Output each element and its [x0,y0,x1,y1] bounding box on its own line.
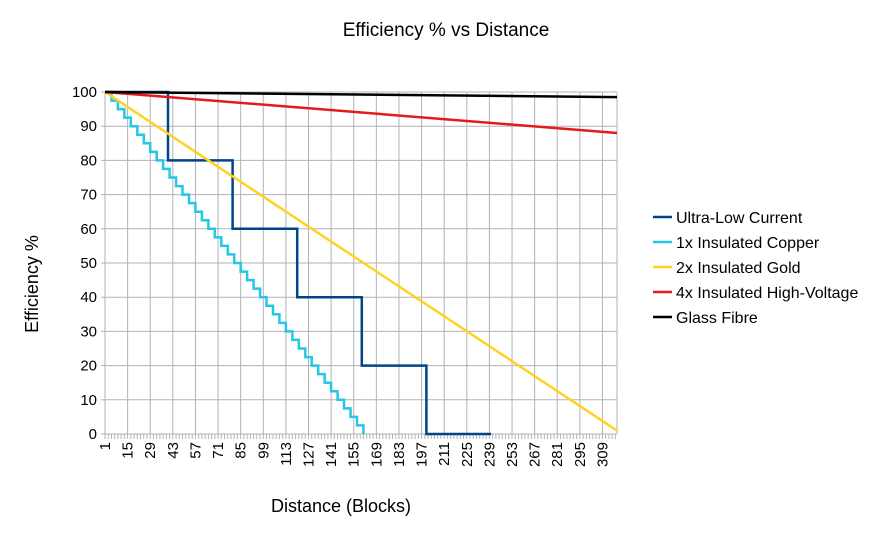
y-tick-label-100: 100 [72,84,97,101]
x-tick-label-99: 99 [255,442,272,459]
series-line-glass-fibre [104,90,618,99]
y-tick-label-90: 90 [80,118,97,135]
legend-label-4: Glass Fibre [676,310,758,327]
y-tick-label-20: 20 [80,358,97,375]
legend-label-1: 1x Insulated Copper [676,235,820,252]
series-line-ultra-low-current [105,90,491,436]
x-axis-label: Distance (Blocks) [271,496,411,516]
x-tick-label-71: 71 [210,442,227,459]
y-tick-label-80: 80 [80,152,97,169]
legend-label-0: Ultra-Low Current [676,210,803,227]
x-tick-label-253: 253 [504,442,521,467]
x-tick-label-1: 1 [97,442,114,450]
x-tick-label-85: 85 [233,442,250,459]
x-tick-label-57: 57 [187,442,204,459]
legend: Ultra-Low Current 1x Insulated Copper 2x I… [653,210,858,327]
x-tick-label-127: 127 [301,442,318,467]
x-tick-label-295: 295 [572,442,589,467]
x-tick-label-113: 113 [278,442,295,466]
legend-label-3: 4x Insulated High-Voltage [676,285,858,302]
x-tick-label-43: 43 [165,442,182,459]
legend-label-2: 2x Insulated Gold [676,260,801,277]
x-tick-label-155: 155 [346,442,363,467]
x-tick-label-239: 239 [481,442,498,467]
x-tick-label-183: 183 [391,442,408,467]
x-tick-label-169: 169 [368,442,385,467]
x-tick-label-267: 267 [527,442,544,467]
x-tick-label-141: 141 [323,442,340,467]
x-tick-label-29: 29 [142,442,159,459]
series-line-2x-insulated-gold [104,90,618,432]
y-tick-label-60: 60 [80,221,97,238]
y-axis-label: Efficiency % [22,235,42,333]
chart-title: Efficiency % vs Distance [343,20,550,41]
y-tick-label-70: 70 [80,187,97,204]
series-line-4x-insulated-high-voltage [104,90,618,135]
x-tick-label-211: 211 [436,442,453,466]
x-tick-label-281: 281 [549,442,566,467]
series-layer [104,90,618,436]
x-tick-labels: 1 15 29 43 57 71 85 99 113 127 141 155 169 183 197 211 2… [97,442,611,467]
x-tick-label-15: 15 [120,442,137,459]
x-tick-label-225: 225 [459,442,476,467]
y-tick-label-30: 30 [80,323,97,340]
y-tick-label-40: 40 [80,289,97,306]
y-tick-label-50: 50 [80,255,97,272]
series-line-1x-insulated-copper [105,90,365,434]
axes [101,91,618,439]
y-tick-label-0: 0 [89,426,97,443]
y-tick-labels: 0 10 20 30 40 50 60 70 80 90 100 [72,84,97,443]
y-tick-label-10: 10 [80,392,97,409]
x-tick-label-197: 197 [414,442,431,467]
x-tick-label-309: 309 [594,442,611,467]
